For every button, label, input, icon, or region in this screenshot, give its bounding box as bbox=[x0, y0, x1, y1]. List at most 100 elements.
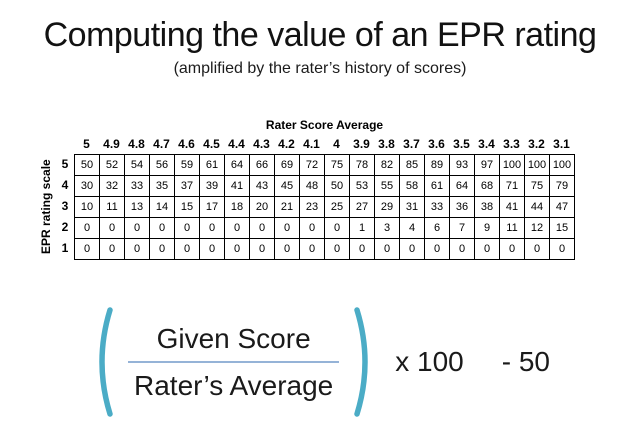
col-header: 3.6 bbox=[428, 137, 445, 151]
table-cell: 0 bbox=[300, 239, 325, 260]
table-cell: 41 bbox=[225, 176, 250, 197]
table-cell: 0 bbox=[275, 218, 300, 239]
table-cell: 0 bbox=[375, 239, 400, 260]
table-cell: 9 bbox=[475, 218, 500, 239]
col-header: 4.2 bbox=[278, 137, 295, 151]
col-header: 3.7 bbox=[403, 137, 420, 151]
formula: Given Score Rater’s Average x 100 - 50 bbox=[0, 302, 640, 422]
table-cell: 58 bbox=[400, 176, 425, 197]
table-cell: 18 bbox=[225, 197, 250, 218]
table-cell: 21 bbox=[275, 197, 300, 218]
fraction: Given Score Rater’s Average bbox=[128, 321, 340, 403]
table-cell: 0 bbox=[100, 239, 125, 260]
table-cell: 0 bbox=[450, 239, 475, 260]
col-header: 4.7 bbox=[153, 137, 170, 151]
row-header: 5 bbox=[61, 157, 69, 171]
page-subtitle: (amplified by the rater’s history of sco… bbox=[173, 60, 467, 77]
table-cell: 0 bbox=[350, 239, 375, 260]
col-header: 4.8 bbox=[128, 137, 145, 151]
table-cell: 64 bbox=[225, 155, 250, 176]
col-header: 4.4 bbox=[228, 137, 245, 151]
col-header: 3.1 bbox=[553, 137, 570, 151]
multiplier-text: x 100 bbox=[395, 346, 464, 377]
table-cell: 3 bbox=[375, 218, 400, 239]
col-header: 3.9 bbox=[353, 137, 370, 151]
table-cell: 31 bbox=[400, 197, 425, 218]
table-cell: 39 bbox=[200, 176, 225, 197]
table-cell: 0 bbox=[150, 218, 175, 239]
table-cell: 0 bbox=[125, 218, 150, 239]
table-cell: 0 bbox=[100, 218, 125, 239]
table-cell: 0 bbox=[550, 239, 575, 260]
table-cell: 37 bbox=[175, 176, 200, 197]
table-cell: 89 bbox=[425, 155, 450, 176]
table-cell: 0 bbox=[250, 218, 275, 239]
table-cell: 82 bbox=[375, 155, 400, 176]
table-cell: 0 bbox=[125, 239, 150, 260]
table-cell: 0 bbox=[150, 239, 175, 260]
col-header: 4.9 bbox=[103, 137, 120, 151]
row-header: 3 bbox=[61, 199, 69, 213]
table-cell: 25 bbox=[325, 197, 350, 218]
table-cell: 15 bbox=[550, 218, 575, 239]
table-cell: 20 bbox=[250, 197, 275, 218]
col-header: 3.4 bbox=[478, 137, 495, 151]
table-cell: 78 bbox=[350, 155, 375, 176]
col-header: 3.3 bbox=[503, 137, 520, 151]
row-header: 4 bbox=[61, 178, 69, 192]
table-cell: 48 bbox=[300, 176, 325, 197]
epr-table: Rater Score Average 5 4.9 4.8 4.7 4.6 4.5 4.4 4… bbox=[39, 118, 575, 260]
table-cell: 6 bbox=[425, 218, 450, 239]
table-cell: 17 bbox=[200, 197, 225, 218]
table-cell: 100 bbox=[500, 155, 525, 176]
table-cell: 29 bbox=[375, 197, 400, 218]
table-cell: 85 bbox=[400, 155, 425, 176]
table-cell: 11 bbox=[100, 197, 125, 218]
table-cell: 61 bbox=[200, 155, 225, 176]
table-cell: 0 bbox=[425, 239, 450, 260]
table-cell: 0 bbox=[75, 218, 100, 239]
data-grid: 50 52 54 56 59 61 64 66 69 72 75 78 82 85 89 93 97 100 100… bbox=[74, 154, 575, 260]
table-cell: 52 bbox=[100, 155, 125, 176]
table-cell: 50 bbox=[325, 176, 350, 197]
row-axis-label: EPR rating scale bbox=[39, 159, 53, 255]
table-cell: 71 bbox=[500, 176, 525, 197]
col-header: 4.1 bbox=[303, 137, 320, 151]
table-cell: 50 bbox=[75, 155, 100, 176]
table-cell: 72 bbox=[300, 155, 325, 176]
table-cell: 0 bbox=[75, 239, 100, 260]
table-cell: 66 bbox=[250, 155, 275, 176]
table-cell: 11 bbox=[500, 218, 525, 239]
table-cell: 33 bbox=[425, 197, 450, 218]
col-header: 3.2 bbox=[528, 137, 545, 151]
table-cell: 97 bbox=[475, 155, 500, 176]
table-cell: 7 bbox=[450, 218, 475, 239]
table-cell: 0 bbox=[225, 239, 250, 260]
table-cell: 0 bbox=[525, 239, 550, 260]
table-cell: 0 bbox=[475, 239, 500, 260]
table-cell: 55 bbox=[375, 176, 400, 197]
table-cell: 93 bbox=[450, 155, 475, 176]
table-cell: 0 bbox=[200, 218, 225, 239]
col-header: 3.8 bbox=[378, 137, 395, 151]
table-cell: 15 bbox=[175, 197, 200, 218]
table-cell: 0 bbox=[325, 218, 350, 239]
table-cell: 36 bbox=[450, 197, 475, 218]
table-cell: 100 bbox=[550, 155, 575, 176]
table-cell: 0 bbox=[500, 239, 525, 260]
table-cell: 4 bbox=[400, 218, 425, 239]
table-cell: 23 bbox=[300, 197, 325, 218]
table-cell: 61 bbox=[425, 176, 450, 197]
row-labels: 5 4 3 2 1 bbox=[56, 154, 74, 260]
col-header-row: 5 4.9 4.8 4.7 4.6 4.5 4.4 4.3 4.2 4.1 4 3.9 3.8 3.7 3.… bbox=[74, 135, 575, 154]
table-cell: 43 bbox=[250, 176, 275, 197]
table-cell: 0 bbox=[175, 239, 200, 260]
table-cell: 75 bbox=[325, 155, 350, 176]
table-cell: 1 bbox=[350, 218, 375, 239]
table-cell: 30 bbox=[75, 176, 100, 197]
table-cell: 0 bbox=[225, 218, 250, 239]
table-cell: 68 bbox=[475, 176, 500, 197]
col-header: 3.5 bbox=[453, 137, 470, 151]
